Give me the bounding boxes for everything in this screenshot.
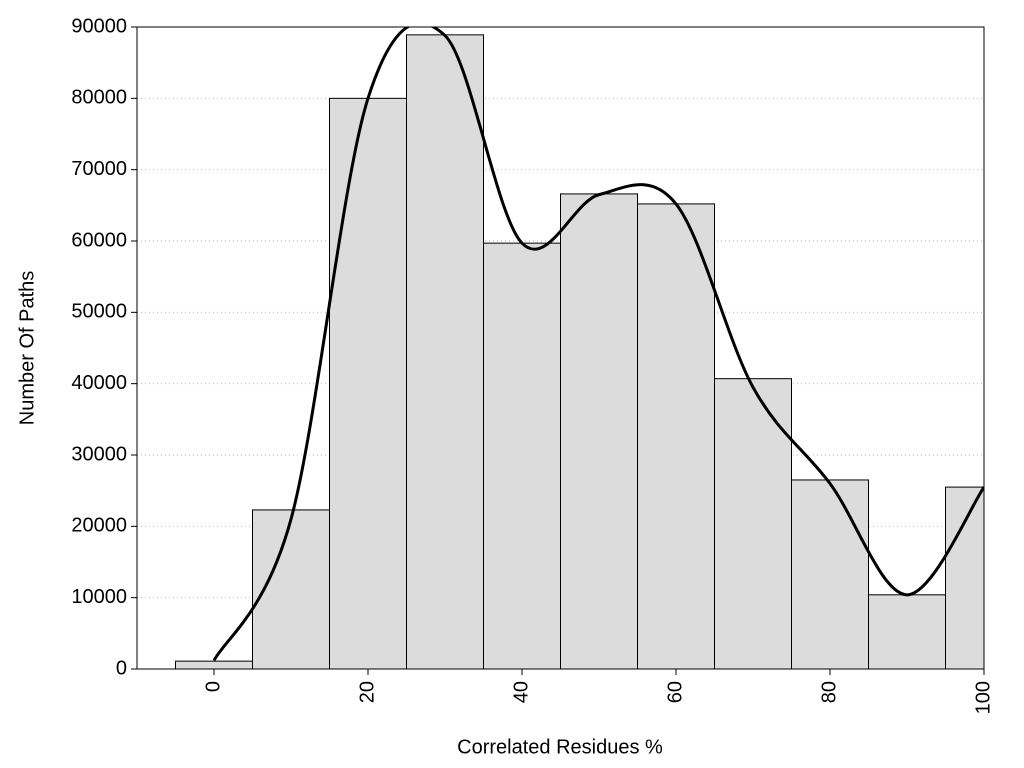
bar [791,479,869,669]
y-tick-label: 30000 [71,443,127,465]
x-tick-label: 40 [510,681,532,703]
plot-area [175,27,984,669]
y-tick-label: 10000 [71,586,127,608]
x-tick-label: 0 [202,681,224,692]
y-tick-label: 70000 [71,158,127,180]
y-tick-label: 20000 [71,515,127,537]
bar [945,486,984,669]
y-tick-label: 0 [116,657,127,679]
x-tick-label: 100 [972,681,994,714]
y-axis-label: Number Of Paths [16,271,38,426]
bar [329,97,407,669]
x-tick-label: 80 [818,681,840,703]
y-tick-label: 90000 [71,15,127,37]
bar [175,660,253,669]
y-tick-label: 80000 [71,87,127,109]
bar [637,203,715,669]
y-tick-label: 40000 [71,372,127,394]
bar [560,193,638,669]
y-tick-label: 60000 [71,229,127,251]
x-axis-label: Correlated Residues % [457,736,663,758]
bar [483,242,561,669]
bar [406,34,484,669]
trend-curve [212,27,984,662]
bar [868,594,946,669]
plot-frame [136,26,985,670]
bar [714,378,792,669]
x-tick-label: 60 [664,681,686,703]
y-tick-label: 50000 [71,301,127,323]
x-tick-label: 20 [356,681,378,703]
